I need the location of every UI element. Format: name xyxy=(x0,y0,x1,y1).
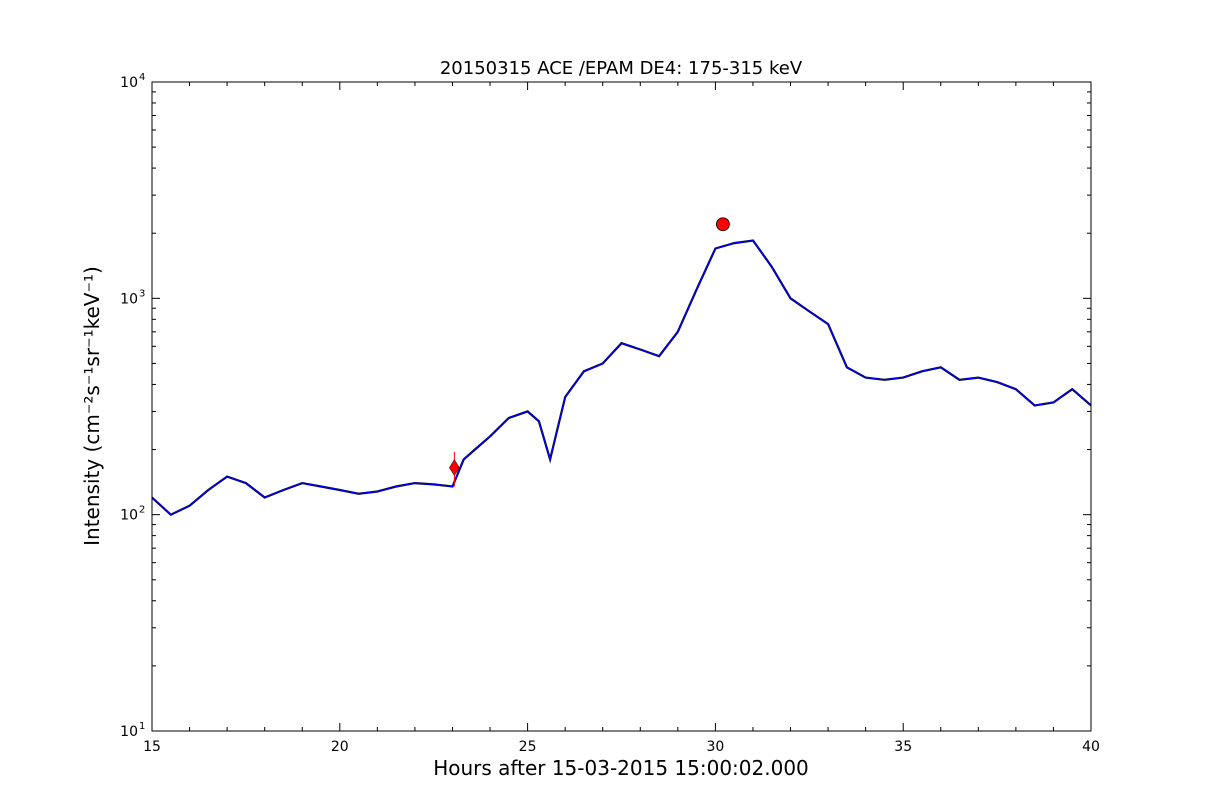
x-tick-label: 20 xyxy=(331,739,349,755)
y-tick-label: 10 xyxy=(120,291,138,307)
chart-title: 20150315 ACE /EPAM DE4: 175-315 keV xyxy=(440,58,803,79)
x-tick-label: 40 xyxy=(1082,739,1100,755)
marker-layer xyxy=(449,217,730,487)
x-tick-label: 25 xyxy=(519,739,537,755)
peak-marker xyxy=(716,217,730,232)
series-line-2 xyxy=(152,239,1091,516)
y-tick-label: 10 xyxy=(120,508,138,524)
y-tick-label: 10 xyxy=(120,75,138,91)
x-tick-label: 35 xyxy=(894,739,912,755)
y-axis-label: Intensity (cm⁻²s⁻¹sr⁻¹keV⁻¹) xyxy=(80,266,104,546)
y-tick-label: 10 xyxy=(120,724,138,740)
series-layer xyxy=(152,239,1091,517)
x-tick-label: 15 xyxy=(143,739,161,755)
series-line-1 xyxy=(152,239,1091,517)
onset-marker xyxy=(449,459,460,477)
x-axis-label: Hours after 15-03-2015 15:00:02.000 xyxy=(433,756,809,780)
y-tick-exponent: 2 xyxy=(139,505,145,516)
y-tick-exponent: 1 xyxy=(139,721,145,732)
y-tick-exponent: 3 xyxy=(139,288,145,299)
plot-frame xyxy=(151,81,1092,732)
y-tick-exponent: 4 xyxy=(139,72,145,83)
x-tick-label: 30 xyxy=(706,739,724,755)
